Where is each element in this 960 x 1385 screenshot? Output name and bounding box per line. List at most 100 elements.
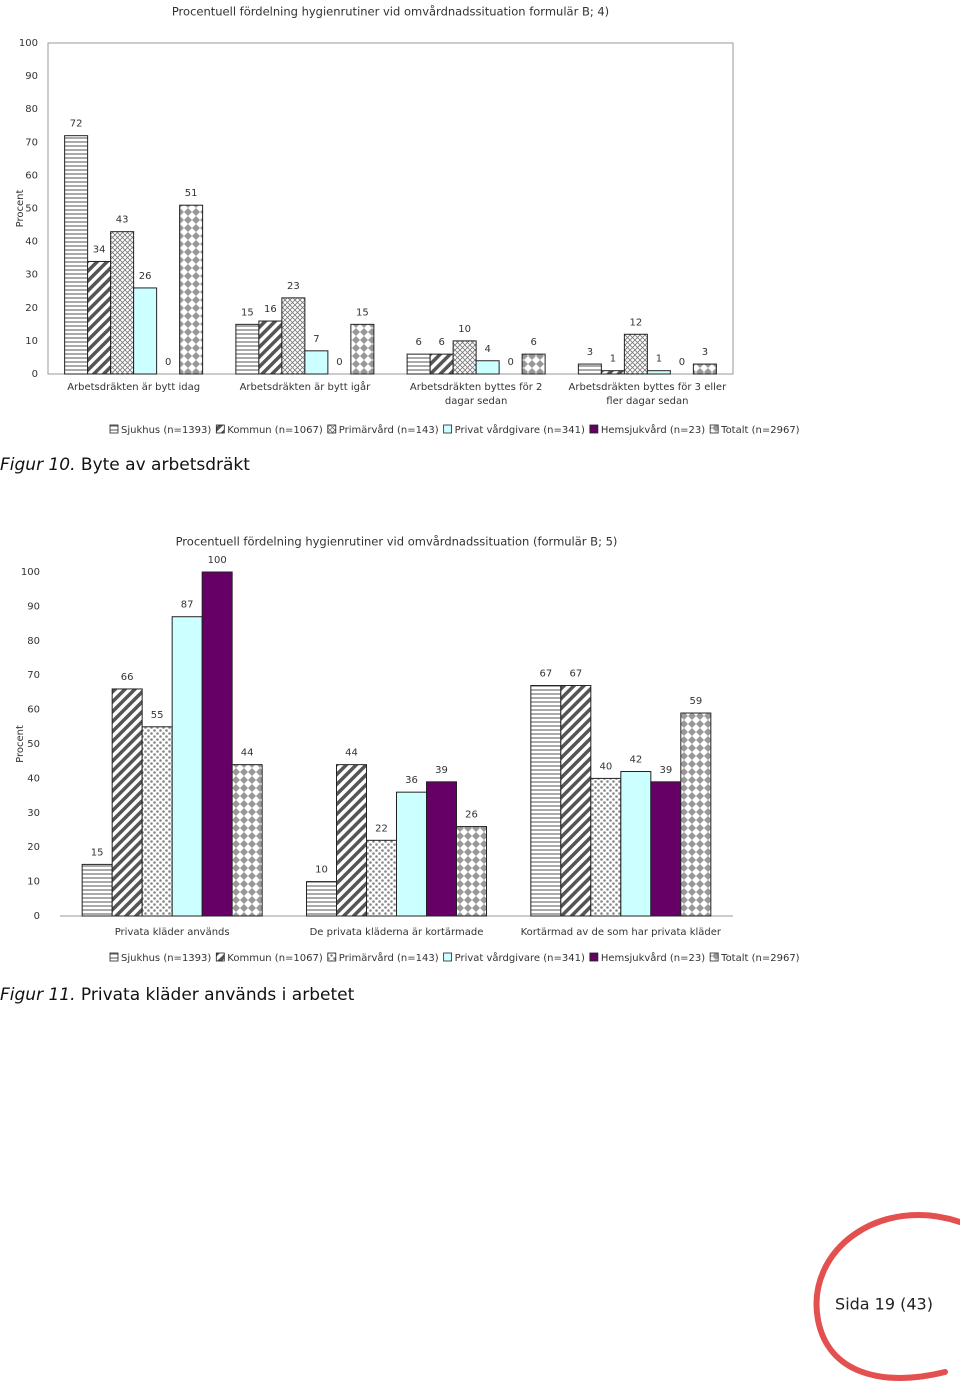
- plot-frame: [47, 42, 734, 375]
- y-tick-label: 0: [32, 369, 38, 380]
- legend-swatch: [109, 424, 119, 434]
- legend-label: Kommun (n=1067): [227, 953, 323, 964]
- value-label: 0: [507, 357, 513, 368]
- y-tick-label: 50: [25, 204, 38, 215]
- legend-swatch: [215, 424, 225, 434]
- value-label: 44: [345, 748, 358, 759]
- bar: [600, 370, 625, 375]
- y-tick-label: 60: [27, 705, 40, 716]
- x-category-label: Arbetsdräkten byttes för 3 eller fler da…: [568, 382, 727, 407]
- bar: [475, 360, 500, 375]
- y-tick-label: 30: [27, 808, 40, 819]
- y-tick-label: 100: [19, 38, 38, 49]
- bar: [680, 712, 712, 917]
- legend-label: Privat vårdgivare (n=341): [455, 423, 585, 436]
- legend-swatch: [709, 952, 719, 962]
- y-tick-label: 40: [25, 237, 38, 248]
- value-label: 72: [70, 119, 83, 130]
- bar: [81, 863, 113, 917]
- legend-label: Primärvård (n=143): [339, 951, 439, 964]
- value-label: 87: [181, 600, 194, 611]
- x-category-label: Arbetsdräkten är bytt igår: [239, 382, 371, 393]
- bar: [590, 777, 622, 917]
- legend-label: Totalt (n=2967): [720, 425, 800, 436]
- y-tick-label: 60: [25, 170, 38, 181]
- value-label: 16: [264, 304, 277, 315]
- value-label: 7: [313, 334, 319, 345]
- bar: [620, 771, 652, 917]
- y-tick-label: 100: [21, 567, 40, 578]
- value-label: 26: [465, 810, 478, 821]
- legend-swatch: [443, 424, 453, 434]
- legend-label: Kommun (n=1067): [227, 425, 323, 436]
- value-label: 34: [93, 244, 106, 255]
- bar: [692, 363, 717, 375]
- bar: [646, 370, 671, 375]
- bar: [452, 340, 477, 375]
- value-label: 59: [689, 696, 702, 707]
- bar: [530, 685, 562, 917]
- bar: [110, 231, 135, 375]
- x-category-label: Arbetsdräkten byttes för 2 dagar sedan: [409, 382, 543, 407]
- bar: [141, 726, 173, 917]
- value-label: 51: [185, 188, 198, 199]
- value-label: 43: [116, 215, 129, 226]
- legend-swatch: [327, 952, 337, 962]
- value-label: 23: [287, 281, 300, 292]
- bar: [577, 363, 602, 375]
- bar: [111, 688, 143, 917]
- bar: [623, 333, 648, 375]
- legend-swatch: [215, 952, 225, 962]
- value-label: 0: [679, 357, 685, 368]
- bar: [350, 323, 375, 375]
- value-label: 10: [315, 865, 328, 876]
- legend-label: Hemsjukvård (n=23): [601, 951, 705, 964]
- bar: [281, 297, 306, 375]
- legend-swatch: [443, 952, 453, 962]
- value-label: 4: [484, 344, 490, 355]
- bar: [560, 685, 592, 917]
- value-label: 6: [415, 337, 421, 348]
- value-label: 42: [629, 755, 642, 766]
- y-tick-label: 70: [27, 670, 40, 681]
- page-number: Sida 19 (43): [835, 1295, 933, 1314]
- value-label: 55: [151, 710, 164, 721]
- bar: [258, 320, 283, 375]
- y-tick-label: 10: [27, 877, 40, 888]
- y-tick-label: 80: [27, 636, 40, 647]
- value-label: 6: [530, 337, 536, 348]
- bar: [429, 353, 454, 375]
- figure-label: Figur 10.: [0, 455, 76, 475]
- bar: [87, 260, 112, 375]
- y-axis-label: Procent: [15, 190, 26, 228]
- bar: [426, 781, 457, 917]
- value-label: 15: [356, 307, 369, 318]
- legend-swatch: [109, 952, 119, 962]
- bar: [171, 616, 203, 917]
- y-tick-label: 30: [25, 270, 38, 281]
- y-tick-label: 90: [27, 601, 40, 612]
- bar: [304, 350, 329, 375]
- value-label: 3: [587, 347, 593, 358]
- value-label: 44: [241, 748, 254, 759]
- bar: [396, 791, 427, 917]
- y-tick-label: 40: [27, 773, 40, 784]
- bar: [133, 287, 158, 375]
- figure-label: Figur 11.: [0, 985, 76, 1005]
- bar: [201, 571, 233, 917]
- bar: [179, 204, 204, 375]
- value-label: 3: [702, 347, 708, 358]
- value-label: 1: [656, 354, 662, 365]
- value-label: 22: [375, 823, 388, 834]
- legend-label: Totalt (n=2967): [720, 953, 800, 964]
- value-label: 100: [208, 555, 227, 566]
- value-label: 1: [610, 354, 616, 365]
- figure-caption: Figur 11. Privata kläder används i arbet…: [0, 985, 355, 1005]
- value-label: 10: [458, 324, 471, 335]
- value-label: 26: [139, 271, 152, 282]
- bar: [521, 353, 546, 375]
- y-tick-label: 20: [27, 842, 40, 853]
- y-tick-label: 20: [25, 303, 38, 314]
- y-tick-label: 80: [25, 104, 38, 115]
- chart-title: Procentuell fördelning hygienrutiner vid…: [172, 5, 609, 19]
